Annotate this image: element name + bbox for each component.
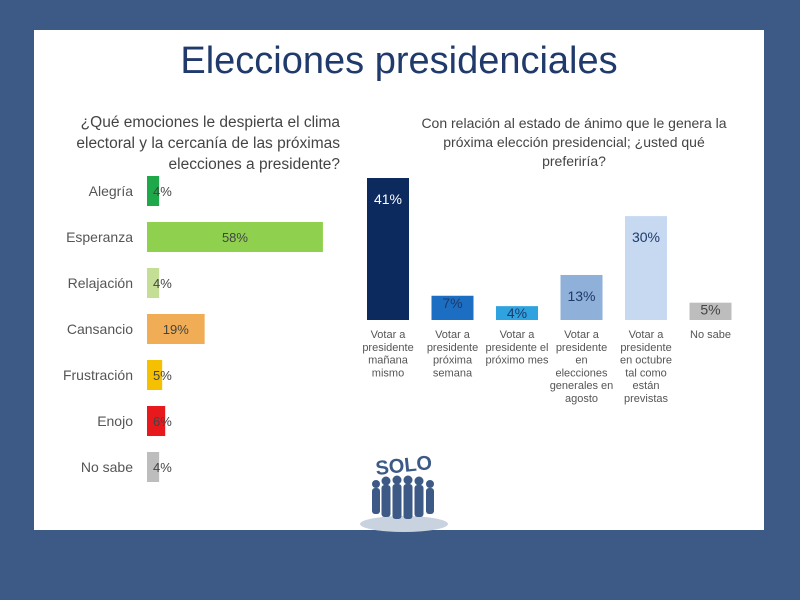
emotion-category-label: Relajación [68, 275, 133, 291]
logo-text: SOLO [374, 452, 433, 480]
preference-bar [367, 178, 409, 320]
emotions-bar-chart: Alegría 4% Esperanza 58% Relajación 4% Cansanc… [63, 176, 323, 482]
emotion-category-label: Frustración [63, 367, 133, 383]
preference-question: Con relación al estado de ánimo que le g… [421, 115, 727, 169]
emotion-value-label: 4% [153, 184, 172, 199]
preference-bar [689, 302, 732, 320]
preference-bar-chart: 41% Votar a presidente mañana mismo 7% Votar a… [362, 178, 732, 405]
emotion-category-label: No sabe [81, 459, 133, 475]
emotion-category-label: Esperanza [66, 229, 133, 245]
emotions-question: ¿Qué emociones le despierta el clima ele… [76, 114, 340, 173]
emotion-bar [147, 222, 323, 252]
emotion-category-label: Alegría [89, 183, 134, 199]
emotion-value-label: 4% [153, 276, 172, 291]
page-title: Elecciones presidenciales [180, 40, 618, 82]
preference-category-label: Votar a presidente mañana mismo [362, 329, 413, 379]
emotion-bar [147, 176, 160, 206]
emotion-value-label: 5% [153, 368, 172, 383]
emotion-value-label: 6% [153, 414, 172, 429]
preference-value-label: 5% [700, 302, 720, 318]
emotion-bar [147, 268, 160, 298]
crowd-silhouette-icon: SOLO [360, 452, 448, 532]
preference-category-label: No sabe [690, 329, 731, 341]
preference-value-label: 13% [567, 288, 595, 304]
preference-value-label: 4% [507, 305, 527, 321]
preference-category-label: Votar a presidente en elecciones generales e… [550, 329, 614, 405]
emotion-category-label: Cansancio [67, 321, 133, 337]
emotion-value-label: 4% [153, 460, 172, 475]
emotion-bar [147, 406, 166, 436]
preference-bar [431, 295, 474, 320]
preference-category-label: Votar a presidente el próximo mes [486, 329, 549, 367]
emotion-category-label: Enojo [97, 413, 133, 429]
emotion-value-label: 19% [163, 322, 189, 337]
emotion-bar [147, 314, 205, 344]
emotion-value-label: 58% [222, 230, 248, 245]
slide: Elecciones presidenciales ¿Qué emociones… [34, 30, 764, 532]
preference-value-label: 30% [632, 229, 660, 245]
preference-value-label: 41% [374, 191, 402, 207]
preference-bar [560, 274, 603, 320]
preference-value-label: 7% [442, 295, 462, 311]
preference-bar [496, 306, 538, 320]
preference-category-label: Votar a presidente próxima semana [427, 329, 478, 379]
emotion-bar [147, 452, 160, 482]
preference-bar [625, 216, 667, 320]
preference-category-label: Votar a presidente en octubre tal como están… [620, 329, 672, 405]
emotion-bar [147, 360, 163, 390]
